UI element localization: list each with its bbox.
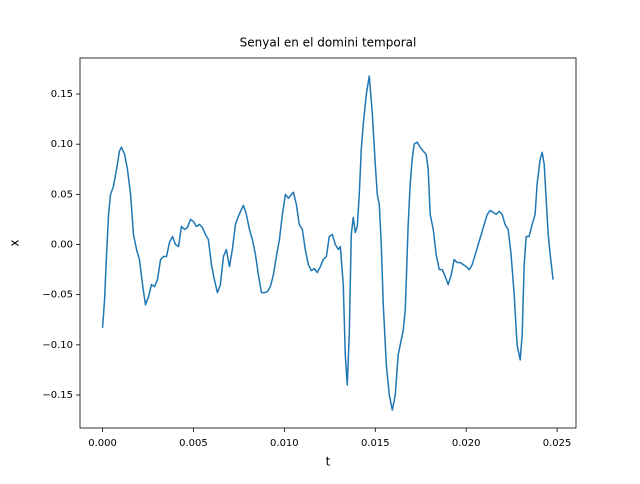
x-tick-label: 0.010: [270, 438, 299, 449]
x-tick-label: 0.020: [452, 438, 481, 449]
x-axis-label: t: [326, 455, 331, 469]
y-tick-label: 0.10: [51, 139, 73, 150]
y-tick-label: 0.00: [51, 240, 73, 251]
x-tick-label: 0.000: [88, 438, 117, 449]
y-tick-label: −0.10: [42, 340, 73, 351]
y-tick-label: 0.15: [51, 89, 73, 100]
y-tick-label: −0.15: [42, 390, 73, 401]
plot-frame: [79, 57, 577, 429]
x-tick-label: 0.015: [361, 438, 390, 449]
y-tick-label: 0.05: [51, 189, 73, 200]
x-tick-label: 0.025: [543, 438, 572, 449]
y-axis-label: x: [8, 239, 22, 246]
chart-title: Senyal en el domini temporal: [240, 36, 417, 50]
y-tick-label: −0.05: [42, 290, 73, 301]
x-tick-label: 0.005: [179, 438, 208, 449]
line: [101, 75, 554, 411]
